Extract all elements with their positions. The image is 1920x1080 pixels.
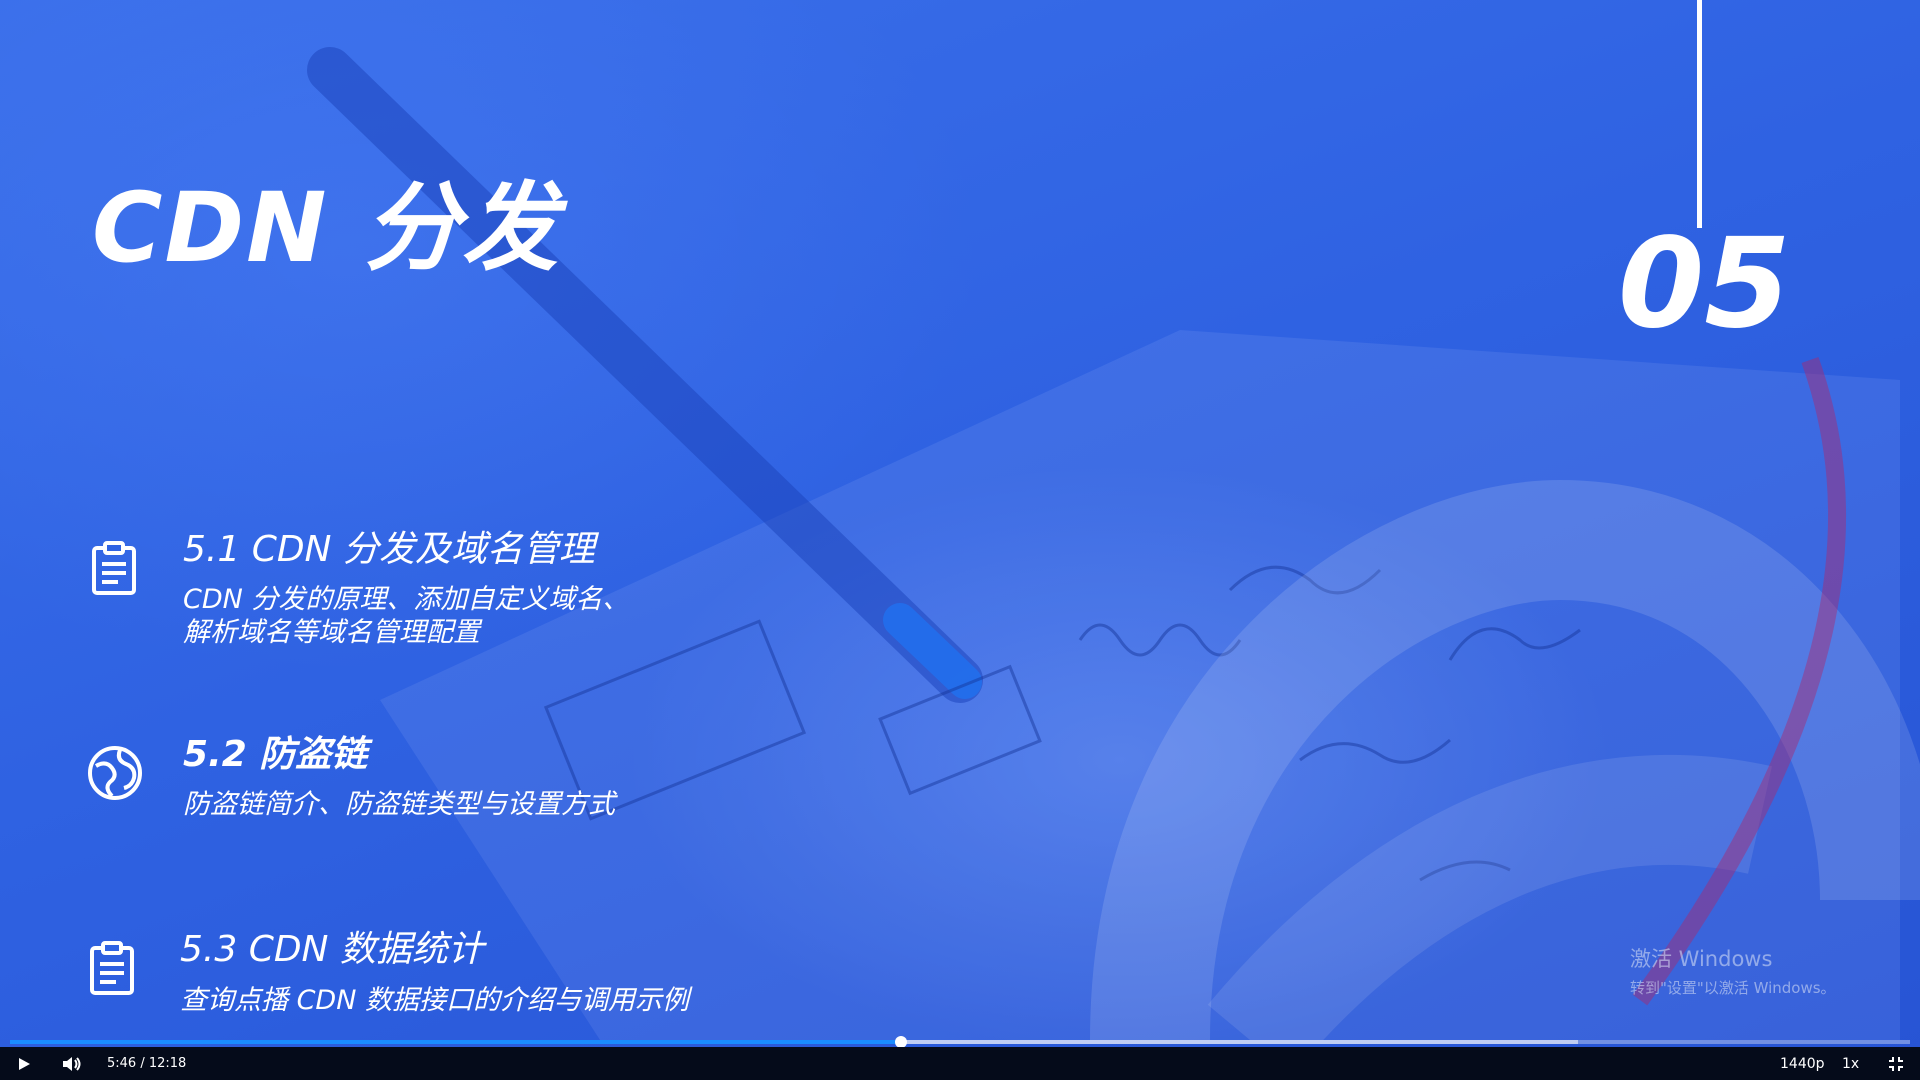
clipboard-icon [90,941,134,995]
chapter-number: 05 [1618,212,1791,356]
section-description-line1: CDN 分发的原理、添加自定义域名、 [183,584,630,615]
time-display: 5:46 / 12:18 [107,1056,187,1071]
progress-played [10,1040,902,1044]
section-description-line2: 解析域名等域名管理配置 [183,617,480,648]
section-5-1: 5.1 CDN 分发及域名管理 CDN 分发的原理、添加自定义域名、 解析域名等… [0,520,900,660]
clipboard-icon [92,541,136,595]
play-icon [19,1057,30,1070]
volume-button[interactable] [62,1047,84,1080]
volume-icon [63,1056,81,1071]
watermark-subtitle: 转到"设置"以激活 Windows。 [1630,979,1836,997]
section-5-2: 5.2 防盗链 防盗链简介、防盗链类型与设置方式 [0,725,900,835]
quality-selector[interactable]: 1440p [1780,1055,1825,1072]
exit-fullscreen-icon [1889,1056,1903,1071]
background-decoration [307,47,1920,1040]
globe-icon [88,746,142,800]
play-button[interactable] [16,1047,36,1080]
progress-bar[interactable] [10,1036,1910,1048]
watermark-title: 激活 Windows [1630,947,1773,971]
section-description: 防盗链简介、防盗链类型与设置方式 [183,789,615,820]
fullscreen-button[interactable] [1888,1047,1906,1080]
slide-title: CDN 分发 [92,172,560,284]
section-heading: 5.1 CDN 分发及域名管理 [183,529,595,570]
section-heading: 5.2 防盗链 [183,734,368,775]
windows-activation-watermark: 激活 Windows 转到"设置"以激活 Windows。 [1630,943,1836,998]
section-heading: 5.3 CDN 数据统计 [180,929,484,970]
progress-handle[interactable] [895,1036,908,1048]
player-controls: 5:46 / 12:18 1440p 1x [0,1047,1920,1080]
chapter-divider-line [1697,0,1702,228]
section-description: 查询点播 CDN 数据接口的介绍与调用示例 [180,985,690,1016]
speed-selector[interactable]: 1x [1842,1055,1860,1072]
section-5-3: 5.3 CDN 数据统计 查询点播 CDN 数据接口的介绍与调用示例 [0,920,900,1030]
